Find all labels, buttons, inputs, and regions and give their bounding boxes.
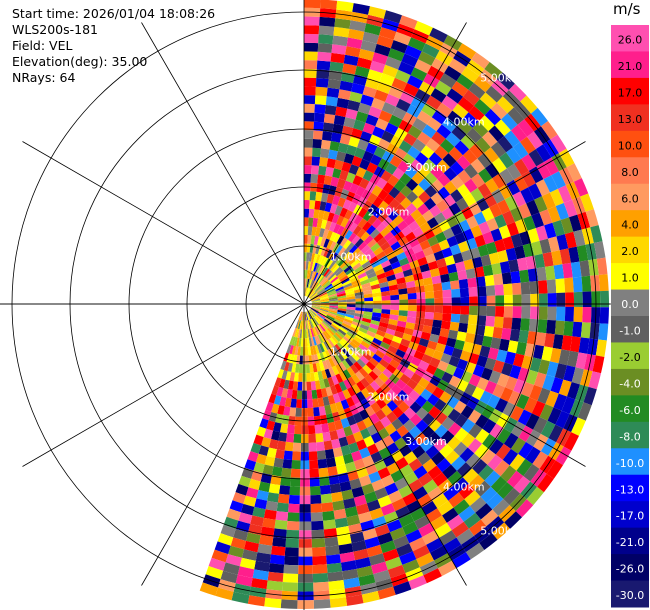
- colorbar-swatch: [611, 554, 649, 582]
- station-text: WLS200s-181: [12, 22, 98, 37]
- colorbar-swatch: [611, 51, 649, 79]
- colorbar-tick-label: 1.0: [621, 272, 639, 285]
- range-label: 5.00km: [480, 525, 522, 538]
- colorbar-swatch: [611, 289, 649, 317]
- colorbar-swatch: [611, 157, 649, 185]
- colorbar-swatch: [611, 236, 649, 264]
- range-label: 2.00km: [368, 391, 410, 404]
- colorbar-tick-label: -2.0: [619, 351, 640, 364]
- colorbar-tick-label: -10.0: [616, 457, 644, 470]
- azimuth-line: [141, 303, 305, 586]
- colorbar-tick-label: -30.0: [616, 589, 644, 602]
- range-label: 1.00km: [330, 251, 372, 264]
- range-label: 3.00km: [405, 161, 447, 174]
- colorbar-tick-label: 10.0: [618, 139, 643, 152]
- colorbar-swatch: [611, 77, 649, 105]
- colorbar-tick-label: -1.0: [619, 325, 640, 338]
- range-label: 3.00km: [405, 435, 447, 448]
- range-label: 2.00km: [368, 205, 410, 218]
- azimuth-line: [22, 141, 305, 305]
- colorbar-swatch: [611, 316, 649, 343]
- colorbar-unit: m/s: [613, 0, 641, 18]
- colorbar-swatch: [611, 448, 649, 476]
- colorbar-swatch: [611, 183, 649, 211]
- colorbar-tick-label: 17.0: [618, 87, 643, 100]
- colorbar-swatch: [611, 474, 649, 502]
- colorbar-tick-label: -17.0: [616, 510, 644, 523]
- range-grid: [0, 0, 629, 610]
- colorbar-swatch: [611, 527, 649, 555]
- velocity-field: [199, 0, 610, 609]
- azimuth-line: [303, 141, 586, 305]
- range-label: 5.00km: [480, 71, 522, 84]
- colorbar-tick-label: 6.0: [621, 192, 639, 205]
- colorbar-tick-label: -26.0: [616, 563, 644, 576]
- colorbar-tick-label: 8.0: [621, 166, 639, 179]
- colorbar-swatch: [611, 25, 649, 52]
- colorbar-tick-label: -8.0: [619, 430, 640, 443]
- colorbar-swatch: [611, 263, 649, 291]
- colorbar-tick-label: -4.0: [619, 378, 640, 391]
- colorbar-tick-label: 21.0: [618, 60, 643, 73]
- range-label: 4.00km: [443, 480, 485, 493]
- elevation-text: Elevation(deg): 35.00: [12, 54, 148, 69]
- colorbar-tick-label: 2.0: [621, 245, 639, 258]
- azimuth-line: [303, 22, 467, 305]
- colorbar-swatch: [611, 342, 649, 370]
- colorbar-tick-label: 0.0: [621, 298, 639, 311]
- range-label: 1.00km: [330, 346, 372, 359]
- range-label: 4.00km: [443, 116, 485, 129]
- colorbar-swatch: [611, 421, 649, 449]
- colorbar-swatch: [611, 210, 649, 238]
- field-text: Field: VEL: [12, 38, 73, 53]
- azimuth-line: [22, 303, 305, 467]
- colorbar-tick-label: -6.0: [619, 404, 640, 417]
- colorbar-swatch: [611, 104, 649, 132]
- colorbar-tick-label: -21.0: [616, 536, 644, 549]
- colorbar-tick-label: -13.0: [616, 483, 644, 496]
- colorbar-tick-label: 26.0: [618, 34, 643, 47]
- azimuth-line: [303, 303, 586, 467]
- range-labels: 1.00km 1.00km 2.00km 2.00km 3.00km 3.00km 4.00…: [330, 71, 522, 537]
- colorbar-tick-label: 13.0: [618, 113, 643, 126]
- azimuth-line: [141, 22, 305, 305]
- start-time-text: Start time: 2026/01/04 18:08:26: [12, 6, 216, 21]
- azimuth-line: [303, 303, 467, 586]
- colorbar-swatch: [611, 580, 649, 608]
- colorbar-swatch: [611, 395, 649, 423]
- colorbar-swatch: [611, 130, 649, 158]
- nrays-text: NRays: 64: [12, 70, 76, 85]
- colorbar-tick-label: 4.0: [621, 219, 639, 232]
- colorbar-swatch: [611, 368, 649, 396]
- colorbar: 26.0 21.0 17.0 13.0 10.0 8.0 6.0 4.0 2.0 1.0 0.0 -1…: [611, 25, 649, 608]
- colorbar-swatch: [611, 501, 649, 529]
